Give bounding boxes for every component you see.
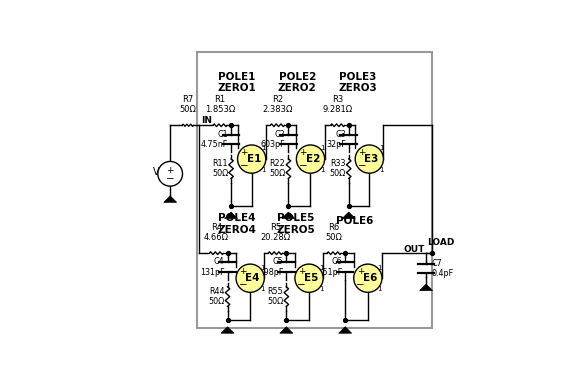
Text: R11
50Ω: R11 50Ω bbox=[212, 159, 228, 178]
Text: 1: 1 bbox=[320, 167, 325, 173]
Text: +: + bbox=[239, 267, 246, 276]
Polygon shape bbox=[419, 284, 433, 291]
Text: 1: 1 bbox=[319, 286, 323, 292]
Circle shape bbox=[295, 264, 323, 292]
Text: R22
50Ω: R22 50Ω bbox=[269, 159, 285, 178]
Text: 1: 1 bbox=[260, 286, 264, 292]
Text: E5: E5 bbox=[304, 273, 318, 283]
Polygon shape bbox=[282, 212, 295, 219]
Polygon shape bbox=[164, 196, 177, 202]
Polygon shape bbox=[280, 327, 293, 333]
Text: R5
20.28Ω: R5 20.28Ω bbox=[260, 223, 291, 242]
Text: POLE3
ZERO3: POLE3 ZERO3 bbox=[338, 72, 377, 94]
Text: E1: E1 bbox=[247, 154, 261, 164]
Text: 1: 1 bbox=[262, 146, 266, 152]
Text: C3
32pF: C3 32pF bbox=[326, 129, 346, 149]
Text: POLE6: POLE6 bbox=[336, 216, 374, 226]
Text: −: − bbox=[238, 280, 247, 290]
Text: 1: 1 bbox=[319, 265, 323, 270]
Text: R33
50Ω: R33 50Ω bbox=[329, 159, 346, 178]
Text: C7
0.4pF: C7 0.4pF bbox=[432, 259, 454, 278]
Text: +: + bbox=[241, 148, 248, 157]
Text: C6
3.51pF: C6 3.51pF bbox=[315, 257, 342, 277]
Text: +: + bbox=[299, 148, 307, 157]
Text: R1
1.853Ω: R1 1.853Ω bbox=[205, 95, 235, 114]
Text: POLE4
ZERO4: POLE4 ZERO4 bbox=[218, 213, 256, 235]
Text: R4
4.66Ω: R4 4.66Ω bbox=[204, 223, 229, 242]
Text: IN: IN bbox=[201, 117, 212, 125]
Text: E4: E4 bbox=[245, 273, 260, 283]
Text: POLE5
ZERO5: POLE5 ZERO5 bbox=[277, 213, 315, 235]
Text: −: − bbox=[299, 161, 307, 171]
Circle shape bbox=[354, 264, 382, 292]
Polygon shape bbox=[339, 327, 351, 333]
Text: R44
50Ω: R44 50Ω bbox=[208, 287, 224, 306]
Circle shape bbox=[296, 145, 325, 173]
Text: −: − bbox=[356, 280, 365, 290]
Text: E3: E3 bbox=[364, 154, 379, 164]
Polygon shape bbox=[342, 212, 355, 219]
Text: +: + bbox=[166, 166, 174, 175]
Text: C4
131pF: C4 131pF bbox=[200, 257, 224, 277]
Text: C2
603pF: C2 603pF bbox=[261, 129, 285, 149]
Text: R3
9.281Ω: R3 9.281Ω bbox=[322, 95, 353, 114]
Text: R7
50Ω: R7 50Ω bbox=[179, 95, 196, 114]
Polygon shape bbox=[224, 212, 238, 219]
Text: −: − bbox=[358, 161, 367, 171]
Circle shape bbox=[355, 145, 383, 173]
Text: 1: 1 bbox=[378, 265, 382, 270]
Text: POLE2
ZERO2: POLE2 ZERO2 bbox=[278, 72, 317, 94]
Text: LOAD: LOAD bbox=[427, 238, 455, 247]
Text: −: − bbox=[240, 161, 249, 171]
Text: 1: 1 bbox=[320, 146, 325, 152]
Text: C1
4.75nF: C1 4.75nF bbox=[201, 129, 228, 149]
Text: +: + bbox=[298, 267, 306, 276]
Text: 1: 1 bbox=[379, 146, 383, 152]
Circle shape bbox=[236, 264, 264, 292]
Text: 1: 1 bbox=[262, 167, 266, 173]
Text: +: + bbox=[357, 267, 364, 276]
Text: R6
50Ω: R6 50Ω bbox=[326, 223, 343, 242]
Text: 1: 1 bbox=[379, 167, 383, 173]
Text: E2: E2 bbox=[306, 154, 320, 164]
Polygon shape bbox=[221, 327, 234, 333]
Text: C5
7.98pF: C5 7.98pF bbox=[256, 257, 284, 277]
Circle shape bbox=[238, 145, 266, 173]
Text: 1: 1 bbox=[260, 265, 264, 270]
Text: R55
50Ω: R55 50Ω bbox=[267, 287, 284, 306]
Text: POLE1
ZERO1: POLE1 ZERO1 bbox=[218, 72, 256, 94]
Text: −: − bbox=[166, 174, 175, 184]
Text: +: + bbox=[358, 148, 366, 157]
Text: V1: V1 bbox=[153, 167, 166, 177]
Text: E6: E6 bbox=[363, 273, 378, 283]
Text: −: − bbox=[298, 280, 306, 290]
Text: R2
2.383Ω: R2 2.383Ω bbox=[262, 95, 292, 114]
Circle shape bbox=[158, 162, 183, 186]
Text: OUT: OUT bbox=[404, 245, 425, 254]
Text: 1: 1 bbox=[378, 286, 382, 292]
